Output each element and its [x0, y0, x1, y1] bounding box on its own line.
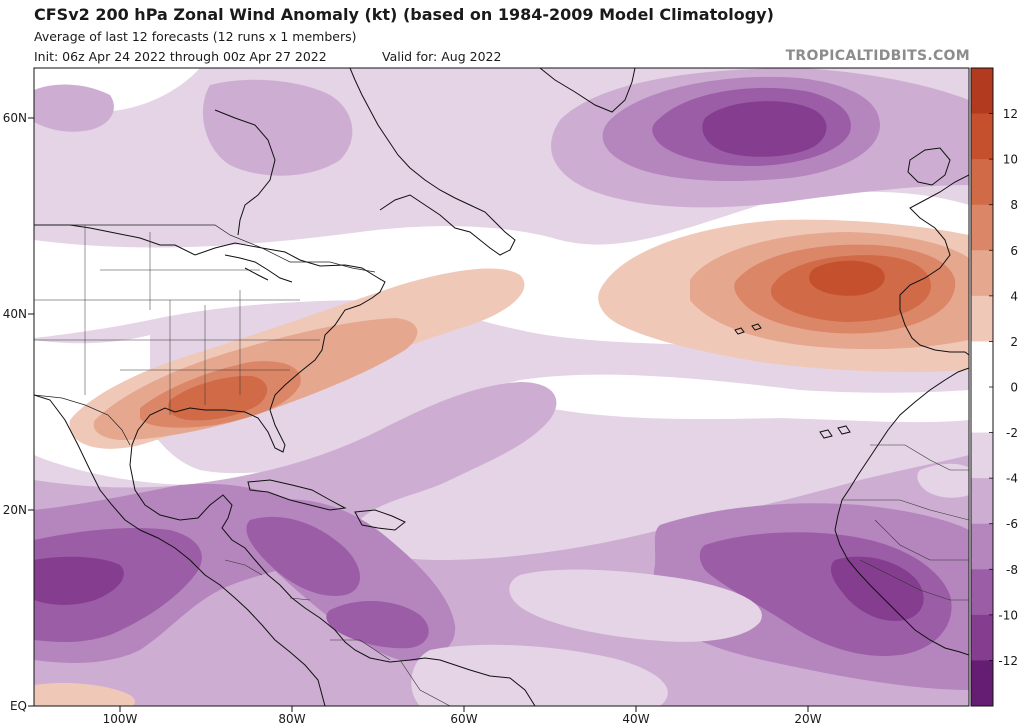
map-plot-area	[34, 68, 969, 706]
colorbar-cell	[971, 204, 993, 251]
forecast-subtitle: Average of last 12 forecasts (12 runs x …	[34, 29, 357, 44]
anomaly-se-us-8	[168, 375, 268, 421]
anomaly-tropics-light-patch	[509, 569, 762, 642]
colorbar-cell	[971, 432, 993, 479]
coastline-cuba	[247, 479, 347, 511]
anomaly-tropics-10-caribbean	[246, 516, 360, 596]
colorbar-tick-label: -12	[998, 654, 1018, 668]
neutral-band-central	[34, 360, 969, 485]
colorbar-tick-label: -2	[1006, 426, 1018, 440]
coastline-europe-africa	[834, 174, 969, 656]
colorbar-cell	[971, 113, 993, 160]
lon-label-40w: 40W	[622, 712, 649, 726]
colorbar-cell	[971, 387, 993, 434]
coastline-great-lakes	[224, 254, 293, 283]
lat-label-20n: 20N	[3, 503, 27, 517]
chart-title: CFSv2 200 hPa Zonal Wind Anomaly (kt) (b…	[34, 5, 774, 24]
colorbar-labels: 12 10 8 6 4 2 0 -2 -4 -6 -8 -10 -12	[989, 107, 1018, 668]
lat-axis-ticks	[28, 117, 34, 707]
colorbar-tick-label: -6	[1006, 517, 1018, 531]
coastline-azores	[734, 323, 762, 335]
anomaly-sw-corner-positive	[34, 683, 135, 706]
colorbar-tick-label: 2	[1010, 335, 1018, 349]
lat-label-40n: 40N	[3, 307, 27, 321]
colorbar-tick-label: 8	[1010, 198, 1018, 212]
anomaly-ne-atlantic-10	[809, 260, 885, 296]
colorbar-cell	[971, 341, 993, 388]
site-watermark: TROPICALTIDBITS.COM	[785, 48, 970, 64]
anomaly-sahara-light	[917, 463, 969, 498]
anomaly-tropics-light-south	[411, 644, 668, 706]
lon-label-100w: 100W	[103, 712, 138, 726]
map-frame	[33, 67, 970, 707]
border-us-canada	[34, 224, 376, 273]
coastlines	[34, 68, 969, 706]
coastline-west-mexico	[34, 394, 326, 706]
colorbar-tick-label: -8	[1006, 563, 1018, 577]
border-us-mexico	[34, 394, 131, 446]
colorbar-cell	[971, 295, 993, 342]
colorbar-cell	[971, 68, 993, 115]
colorbar-tick-label: 4	[1010, 289, 1018, 303]
colorbar-cell	[971, 478, 993, 525]
anomaly-north-atlantic-12	[702, 101, 827, 157]
colorbar-cell	[971, 660, 993, 707]
lat-label-60n: 60N	[3, 111, 27, 125]
colorbar-cell	[971, 569, 993, 616]
border-central-america	[224, 559, 451, 706]
coastline-canary-islands	[819, 425, 851, 439]
valid-time: Valid for: Aug 2022	[382, 49, 502, 64]
colorbar-cell	[971, 614, 993, 661]
anomaly-north-west	[34, 84, 114, 132]
colorbar-cell	[971, 159, 993, 206]
lon-label-20w: 20W	[794, 712, 821, 726]
coastline-hudson-bay	[214, 109, 276, 236]
coastline-hispaniola	[354, 509, 406, 531]
colorbar-tick-label: -4	[1006, 472, 1018, 486]
colorbar	[971, 68, 993, 707]
border-states-grid	[34, 225, 320, 415]
colorbar-tick-label: 10	[1003, 153, 1018, 167]
anomaly-tropics-10-south	[326, 600, 429, 649]
coastline-north-america	[34, 224, 536, 706]
lon-label-60w: 60W	[450, 712, 477, 726]
anomaly-north-hudson	[202, 79, 353, 176]
anomaly-tropics-12-east	[830, 556, 924, 621]
anomaly-tropics-12-west	[34, 556, 124, 605]
colorbar-cell	[971, 523, 993, 570]
political-borders	[34, 224, 969, 706]
colorbar-cell	[971, 250, 993, 297]
colorbar-tick-label: -10	[998, 608, 1018, 622]
init-time: Init: 06z Apr 24 2022 through 00z Apr 27…	[34, 49, 327, 64]
lon-label-80w: 80W	[278, 712, 305, 726]
colorbar-tick-label: 12	[1003, 107, 1018, 121]
coastline-british-isles	[907, 147, 951, 186]
lat-label-eq: EQ	[10, 699, 27, 713]
coastline-greenland-tip	[539, 68, 636, 113]
lon-axis-ticks	[119, 706, 809, 712]
colorbar-tick-label: 6	[1010, 244, 1018, 258]
coastline-canadian-maritimes	[349, 68, 516, 256]
colorbar-tick-label: 0	[1010, 381, 1018, 395]
border-west-africa	[842, 444, 969, 601]
